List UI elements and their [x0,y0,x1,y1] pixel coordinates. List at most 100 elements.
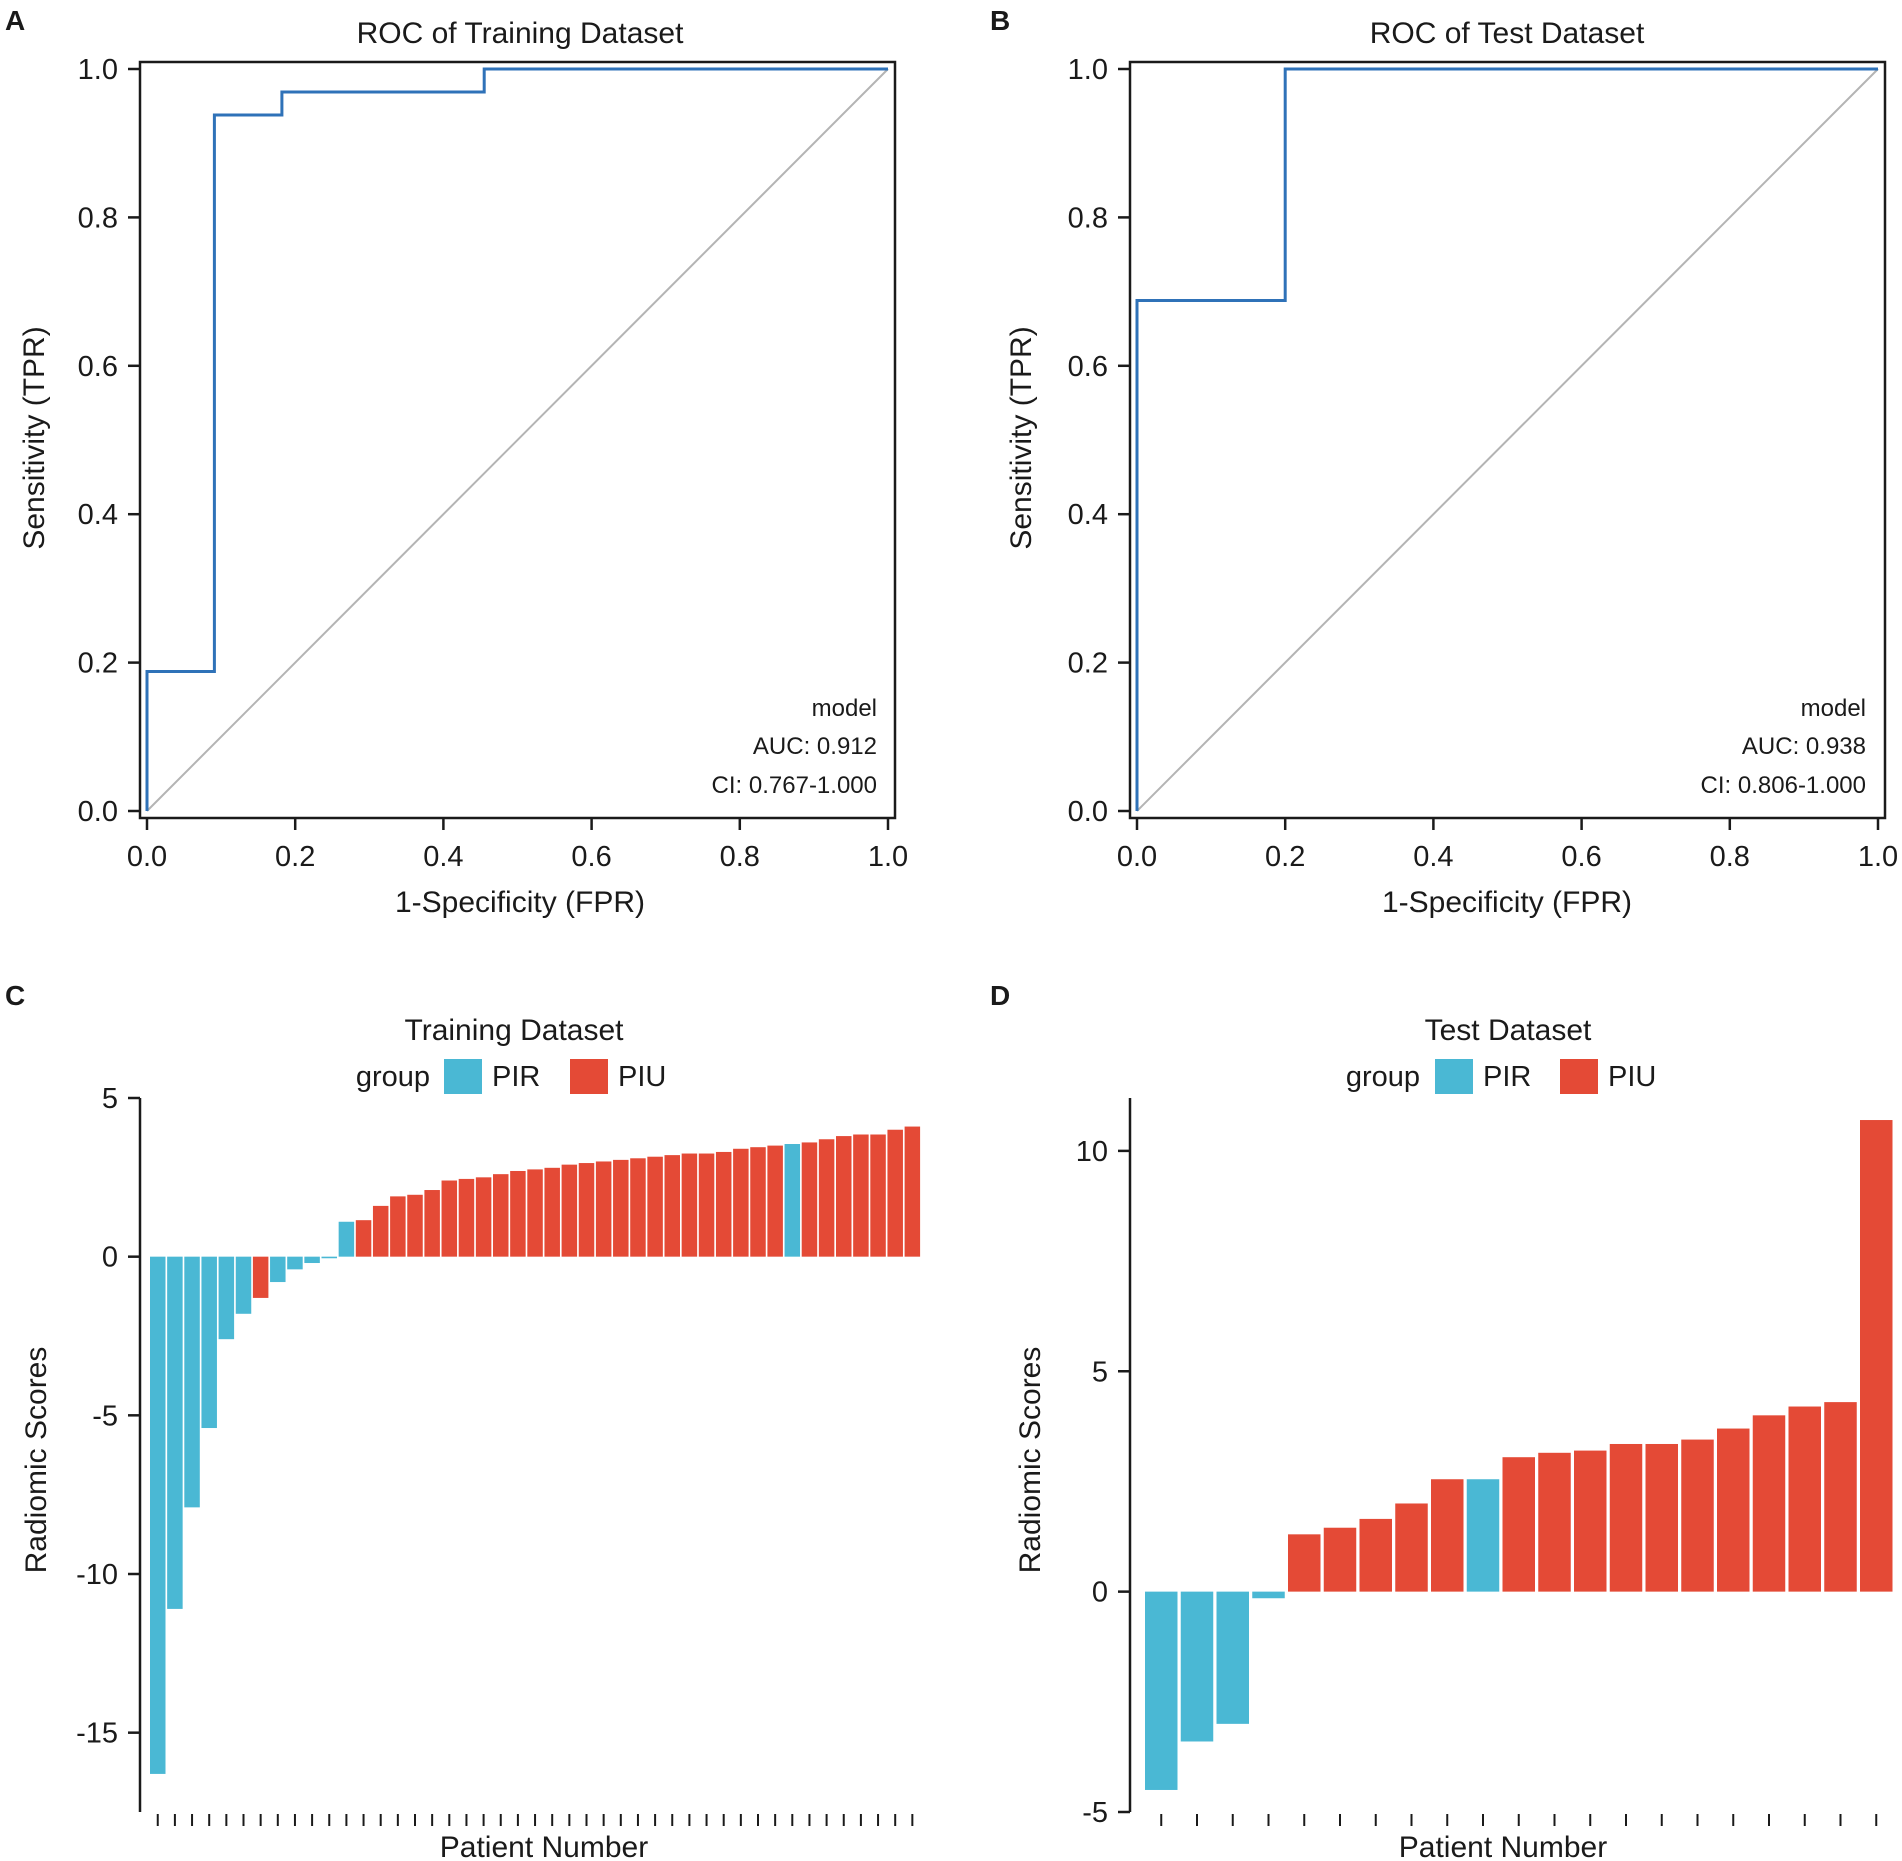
bar-piu [252,1256,269,1298]
x-tick-label: 1.0 [1858,841,1898,873]
bar-piu [1323,1527,1357,1592]
legend-label-pir: PIR [492,1061,540,1093]
y-axis-label: Sensitivity (TPR) [18,326,51,549]
axes: 5 0 -5 -10 -15 [76,1083,914,1826]
y-tick-label: -5 [1082,1797,1108,1829]
legend-swatch-pir [1435,1059,1473,1094]
bar-piu [715,1151,732,1257]
x-tick-label: 0.2 [275,841,315,873]
bar-pir [1252,1591,1285,1599]
axes: 10 5 0 -5 [1076,1098,1878,1829]
bar-pir [304,1256,320,1264]
plot-area [1128,60,1887,820]
y-tick-label: 0.2 [1068,648,1108,680]
bar-piu [1431,1479,1464,1592]
bar-piu [904,1126,921,1257]
bar-pir [1216,1591,1249,1724]
bar-piu [1359,1518,1392,1592]
y-tick-label: 0 [102,1242,118,1274]
bar-piu [1395,1503,1428,1592]
bar-piu [527,1169,543,1257]
bar-piu [578,1163,595,1257]
legend-swatch-pir [444,1059,482,1094]
y-tick-label: 0 [1092,1577,1108,1609]
x-tick-label: 0.4 [423,841,463,873]
y-tick-label: -10 [76,1559,118,1591]
bar-pir [338,1221,355,1257]
y-tick-label: -5 [92,1400,118,1432]
bar-piu [887,1129,903,1257]
bar-piu [750,1147,766,1257]
bar-pir [184,1256,200,1508]
legend-title: group [1346,1061,1420,1093]
annotation-auc: AUC: 0.938 [1742,733,1866,760]
y-tick-label: 0.8 [78,202,118,234]
bar-pir [1466,1479,1500,1592]
legend-label-piu: PIU [618,1061,666,1093]
panel-letter: C [5,980,25,1011]
x-tick-label: 0.0 [1117,841,1157,873]
x-tick-label: 0.8 [720,841,760,873]
annotation-model: model [1801,695,1866,722]
legend-swatch-piu [1560,1059,1598,1094]
legend-label-piu: PIU [1608,1061,1656,1093]
bar-piu [1538,1452,1571,1592]
bar-piu [407,1194,423,1257]
bar-pir [167,1256,183,1609]
bar-piu [1645,1443,1678,1592]
bar-piu [836,1136,852,1257]
bar-pir [321,1256,337,1259]
panel-letter: D [990,980,1010,1011]
bar-piu [475,1177,492,1257]
annotation-auc: AUC: 0.912 [753,733,877,760]
plot-frame [138,60,897,820]
axes: 0.0 0.2 0.4 0.6 0.8 1.0 0.0 0.2 0.4 0.6 0.8 1.0 [78,54,908,873]
bar-piu [1609,1443,1643,1592]
bar-piu [544,1167,560,1257]
bar-piu [613,1159,629,1257]
y-tick-label: 0.4 [1068,499,1108,531]
plot-area [138,60,897,820]
reference-diagonal [146,68,889,812]
bar-piu [664,1155,680,1257]
bar-piu [818,1139,835,1257]
bar-piu [630,1158,646,1257]
y-tick-label: 0.0 [1068,796,1108,828]
bar-piu [1717,1428,1750,1592]
y-tick-label: 0.6 [1068,351,1108,383]
bars [1145,1120,1893,1790]
bar-piu [1502,1457,1535,1592]
plot-frame [1128,60,1887,820]
reference-diagonal [1136,68,1879,812]
bar-piu [1860,1120,1893,1592]
panel-d-bars-test: D Test Dataset Patient Number Radiomic S… [990,980,1893,1861]
y-tick-label: 10 [1076,1136,1108,1168]
bar-piu [372,1205,389,1257]
y-tick-label: 0.2 [78,648,118,680]
bar-pir [218,1256,235,1340]
bar-piu [424,1190,440,1257]
bar-piu [595,1161,612,1257]
bar-piu [733,1148,749,1257]
annotation-ci: CI: 0.767-1.000 [712,772,877,799]
panel-letter: B [990,5,1010,36]
bar-piu [390,1196,406,1257]
chart-title: Test Dataset [1425,1014,1592,1047]
roc-curve-model [1135,67,1878,811]
bar-pir [784,1144,801,1257]
y-tick-label: 5 [102,1083,118,1115]
bar-piu [1752,1415,1786,1592]
bar-piu [681,1153,698,1257]
bar-piu [441,1180,458,1257]
bar-pir [201,1256,217,1429]
x-tick-label: 0.0 [127,841,167,873]
y-tick-label: 5 [1092,1356,1108,1388]
bar-piu [647,1156,663,1257]
bar-piu [1288,1534,1321,1592]
bar-piu [767,1145,783,1257]
legend-label-pir: PIR [1483,1061,1531,1093]
x-tick-label: 0.6 [571,841,611,873]
x-axis-label: 1-Specificity (FPR) [395,886,645,919]
bars [150,1126,921,1774]
y-tick-label: 0.6 [78,351,118,383]
